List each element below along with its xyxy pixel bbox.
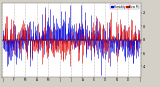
Legend: Humidity, Dew Pt: Humidity, Dew Pt [110,4,139,9]
